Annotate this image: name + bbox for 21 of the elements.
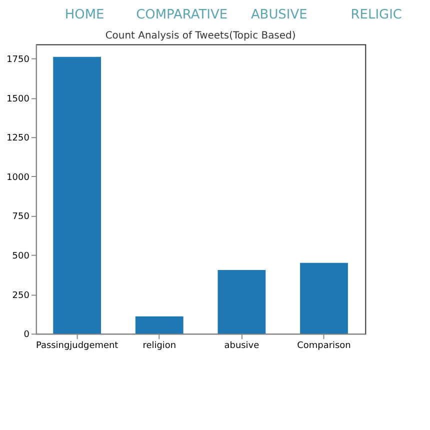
y-tick-label: 0 — [24, 330, 30, 340]
bar — [135, 316, 184, 334]
bar — [53, 56, 102, 334]
y-tick-label: 1750 — [6, 54, 30, 65]
y-tick-label: 1500 — [6, 94, 30, 104]
text: RELIGIC — [350, 7, 402, 22]
bar — [300, 262, 348, 334]
text: ABUSIVE — [250, 7, 308, 22]
y-tick-label: 1250 — [6, 134, 30, 144]
y-tick-label: 750 — [12, 212, 30, 222]
y-tick-label: 1000 — [6, 172, 30, 183]
x-tick-label: religion — [142, 341, 176, 352]
chart-title: Count Analysis of Tweets(Topic Based) — [105, 30, 296, 42]
y-tick-label: 250 — [12, 290, 30, 301]
x-tick-label: Comparison — [297, 341, 351, 352]
bar — [218, 270, 266, 334]
y-tick-label: 500 — [12, 252, 30, 262]
text: COMPARATIVE — [136, 7, 228, 22]
text: HOME — [64, 7, 104, 22]
x-tick-label: abusive — [224, 341, 260, 352]
x-tick-label: Passingjudgement — [36, 341, 119, 352]
